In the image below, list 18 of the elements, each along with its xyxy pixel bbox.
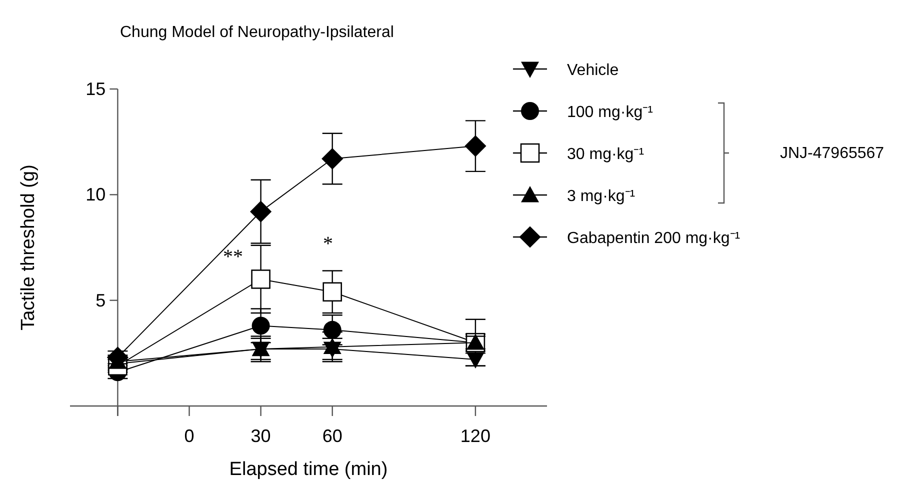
x-tick-label: 30 [250,426,271,446]
y-tick-label: 10 [86,184,106,205]
y-axis-title: Tactile threshold (g) [18,164,39,330]
legend-label: 3 mg·kg⁻¹ [567,188,636,205]
y-tick-label: 15 [86,79,106,99]
x-tick-label: 0 [184,426,194,446]
x-tick-label: 60 [322,426,342,446]
x-tick-label: 120 [460,426,490,446]
legend-label: Vehicle [567,62,619,79]
chart-title: Chung Model of Neuropathy-Ipsilateral [120,24,394,41]
annotation: ** [223,246,243,268]
annotation: * [323,233,333,255]
legend-label: 100 mg·kg⁻¹ [567,104,653,121]
x-axis-title: Elapsed time (min) [229,459,388,480]
legend-label: 30 mg·kg⁻¹ [567,146,644,163]
y-tick-label: 5 [96,290,106,310]
text: JNJ-47965567 [780,145,884,162]
legend-label: Gabapentin 200 mg·kg⁻¹ [567,230,740,247]
